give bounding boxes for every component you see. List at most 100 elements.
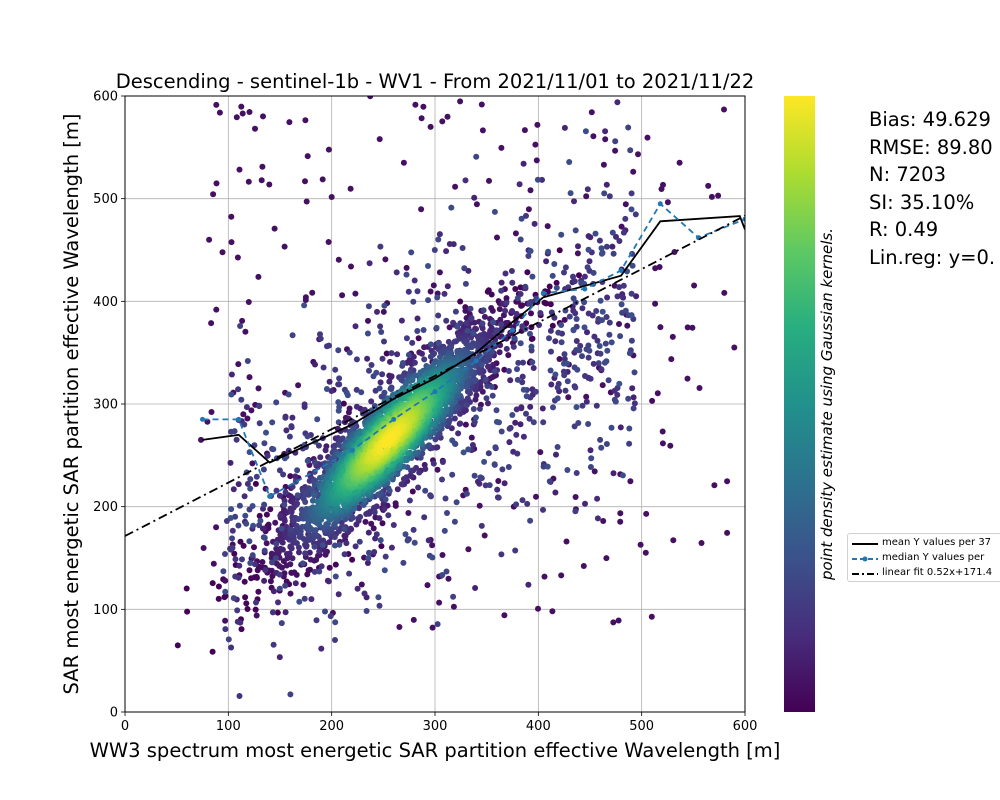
scatter-point xyxy=(533,157,540,164)
scatter-point xyxy=(506,439,513,446)
scatter-point xyxy=(597,436,604,443)
scatter-point xyxy=(552,489,559,496)
scatter-point xyxy=(247,560,254,566)
scatter-point xyxy=(436,269,443,276)
scatter-point xyxy=(206,236,213,243)
scatter-point xyxy=(580,563,587,569)
scatter-point xyxy=(616,321,622,327)
scatter-point xyxy=(335,407,342,414)
scatter-point xyxy=(404,537,411,544)
scatter-point xyxy=(582,373,588,379)
scatter-point xyxy=(433,324,440,331)
scatter-point xyxy=(471,419,478,425)
scatter-point xyxy=(624,322,631,329)
stat-bias: Bias: 49.629 xyxy=(869,108,991,131)
scatter-point xyxy=(365,555,372,562)
series-line xyxy=(202,202,745,498)
scatter-point xyxy=(596,343,603,349)
scatter-point xyxy=(520,160,527,167)
scatter-point xyxy=(581,324,588,331)
scatter-point xyxy=(406,497,413,504)
scatter-point xyxy=(490,361,497,368)
scatter-point xyxy=(470,406,477,412)
scatter-point xyxy=(484,383,491,389)
scatter-point xyxy=(463,490,470,497)
scatter-point xyxy=(281,243,288,250)
scatter-point xyxy=(405,510,412,516)
scatter-point xyxy=(590,269,597,276)
scatter-point xyxy=(571,198,577,205)
series-lines xyxy=(125,201,745,537)
scatter-point xyxy=(357,513,364,520)
scatter-point xyxy=(503,300,510,306)
scatter-point xyxy=(328,194,335,200)
scatter-point xyxy=(517,421,524,428)
scatter-point xyxy=(285,391,292,398)
scatter-point xyxy=(582,128,589,135)
scatter-point xyxy=(256,522,263,529)
scatter-point xyxy=(264,452,271,459)
scatter-point xyxy=(595,360,602,367)
scatter-point xyxy=(388,373,395,380)
scatter-point xyxy=(626,425,633,432)
scatter-point xyxy=(478,101,485,108)
scatter-point xyxy=(604,294,611,301)
scatter-point xyxy=(325,578,332,585)
y-tick-label: 500 xyxy=(93,192,118,207)
scatter-point xyxy=(603,243,610,250)
scatter-point xyxy=(235,361,242,368)
scatter-point xyxy=(495,478,502,484)
series-marker xyxy=(582,286,588,292)
scatter-point xyxy=(530,419,537,426)
scatter-point xyxy=(548,381,555,388)
scatter-point xyxy=(444,283,451,290)
scatter-point xyxy=(684,324,691,331)
scatter-point xyxy=(419,350,425,357)
scatter-point xyxy=(427,341,434,348)
scatter-point xyxy=(377,379,384,386)
scatter-point xyxy=(628,206,635,213)
scatter-point xyxy=(301,595,308,602)
scatter-point xyxy=(451,415,458,422)
scatter-point xyxy=(319,542,326,549)
scatter-point xyxy=(573,338,580,344)
scatter-point xyxy=(540,419,547,426)
scatter-point xyxy=(633,293,640,300)
scatter-point xyxy=(371,508,378,515)
scatter-point xyxy=(478,522,485,529)
scatter-point xyxy=(300,581,307,588)
scatter-point xyxy=(421,356,428,363)
scatter-point xyxy=(366,260,373,267)
scatter-point xyxy=(432,436,439,443)
colorbar-label: point density estimate using Gaussian ke… xyxy=(818,228,836,581)
scatter-point xyxy=(588,455,595,462)
scatter-point xyxy=(625,124,632,131)
scatter-point xyxy=(628,190,635,197)
scatter-point xyxy=(252,606,259,613)
scatter-point xyxy=(652,300,659,307)
scatter-point xyxy=(527,517,534,524)
scatter-point xyxy=(276,492,283,499)
scatter-point xyxy=(283,427,290,434)
scatter-point xyxy=(498,428,505,435)
scatter-point xyxy=(377,323,384,330)
scatter-point xyxy=(368,398,375,405)
scatter-point xyxy=(346,570,353,577)
scatter-point xyxy=(472,414,479,421)
scatter-point xyxy=(491,461,498,468)
scatter-point xyxy=(562,387,569,394)
scatter-point xyxy=(309,289,316,296)
scatter-point xyxy=(434,466,441,473)
scatter-point xyxy=(514,366,520,373)
scatter-point xyxy=(324,343,330,350)
legend-label-mean: mean Y values per 37 xyxy=(882,537,992,548)
scatter-point xyxy=(260,466,267,473)
x-tick-label: 0 xyxy=(121,719,129,734)
scatter-point xyxy=(582,500,588,507)
scatter-point xyxy=(622,307,629,314)
stats-box: Bias: 49.629 RMSE: 89.80 N: 7203 SI: 35.… xyxy=(869,106,1000,276)
scatter-point xyxy=(415,335,422,342)
scatter-point xyxy=(498,279,505,286)
scatter-point xyxy=(246,538,253,545)
scatter-point xyxy=(532,141,539,148)
